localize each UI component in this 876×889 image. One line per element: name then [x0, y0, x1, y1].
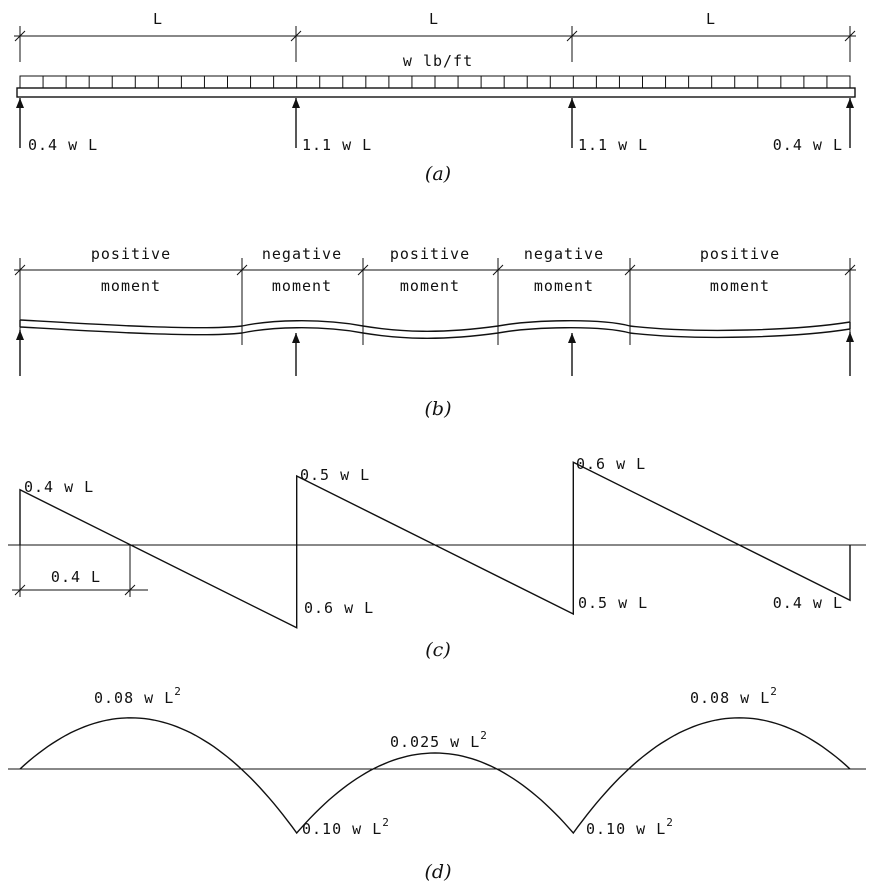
span-label-1: L: [153, 10, 163, 28]
panel-b: positive moment negative moment positive…: [14, 245, 856, 420]
shear-label-left-end: 0.4 w L: [24, 478, 94, 496]
region-1-bottom: moment: [101, 277, 161, 295]
panel-c: 0.4 w L 0.4 L 0.6 w L 0.5 w L 0.5 w L 0.…: [8, 455, 866, 661]
panel-a: L L L w lb/ft 0.4 w L 1.1 w L 1.1 w L 0.…: [14, 10, 856, 185]
moment-label-support2: 0.10 w L2: [586, 816, 674, 838]
support-arrow: [292, 98, 300, 148]
shear-label-support2-left: 0.5 w L: [578, 594, 648, 612]
reaction-label-3: 1.1 w L: [578, 136, 648, 154]
dim-slash: [566, 30, 578, 42]
caption-c: (c): [425, 639, 450, 661]
region-2-top: negative: [262, 245, 342, 263]
exponent: 2: [770, 685, 778, 698]
region-4-bottom: moment: [534, 277, 594, 295]
span-label-3: L: [706, 10, 716, 28]
reaction-label-1: 0.4 w L: [28, 136, 98, 154]
dim-slash: [14, 584, 26, 596]
support-arrow: [292, 333, 300, 376]
support-arrow: [568, 333, 576, 376]
caption-b: (b): [425, 398, 452, 420]
dim-slash: [14, 264, 26, 276]
support-arrow: [16, 98, 24, 148]
panel-d: 0.08 w L2 0.10 w L2 0.025 w L2 0.10 w L2…: [8, 685, 866, 883]
moment-diagram-curve: [19, 717, 851, 835]
dim-slash: [492, 264, 504, 276]
moment-label-span3: 0.08 w L2: [690, 685, 778, 707]
exponent: 2: [382, 816, 390, 829]
dim-slash: [844, 30, 856, 42]
caption-a: (a): [425, 163, 451, 185]
shear-label-support2-right: 0.6 w L: [576, 455, 646, 473]
dim-slash: [14, 30, 26, 42]
exponent: 2: [480, 729, 488, 742]
support-arrow: [16, 330, 24, 376]
beam: [16, 87, 856, 98]
load-block-dividers: [42, 76, 828, 88]
dim-slash: [124, 584, 136, 596]
dim-slash: [844, 264, 856, 276]
region-3-bottom: moment: [400, 277, 460, 295]
dim-slash: [624, 264, 636, 276]
shear-label-support1-left: 0.6 w L: [304, 599, 374, 617]
region-3-top: positive: [390, 245, 470, 263]
support-arrow: [846, 332, 854, 376]
shear-label-zero-dist: 0.4 L: [51, 568, 101, 586]
support-arrow: [846, 98, 854, 148]
reaction-label-2: 1.1 w L: [302, 136, 372, 154]
deflected-beam-top: [19, 319, 851, 332]
dim-slash: [357, 264, 369, 276]
moment-label-span1: 0.08 w L2: [94, 685, 182, 707]
region-1-top: positive: [91, 245, 171, 263]
deflected-beam-bottom: [19, 326, 851, 339]
exponent: 2: [666, 816, 674, 829]
moment-label-span2: 0.025 w L2: [390, 729, 488, 751]
dim-slash: [236, 264, 248, 276]
caption-d: (d): [425, 861, 452, 883]
region-4-top: negative: [524, 245, 604, 263]
support-arrow: [568, 98, 576, 148]
region-5-bottom: moment: [710, 277, 770, 295]
exponent: 2: [174, 685, 182, 698]
shear-diagram-line: [19, 461, 851, 629]
moment-label-support1: 0.10 w L2: [302, 816, 390, 838]
shear-label-right-end: 0.4 w L: [773, 594, 843, 612]
load-label: w lb/ft: [403, 52, 473, 70]
reaction-label-4: 0.4 w L: [773, 136, 843, 154]
region-5-top: positive: [700, 245, 780, 263]
region-2-bottom: moment: [272, 277, 332, 295]
span-label-2: L: [429, 10, 439, 28]
dim-slash: [290, 30, 302, 42]
shear-label-support1-right: 0.5 w L: [300, 466, 370, 484]
